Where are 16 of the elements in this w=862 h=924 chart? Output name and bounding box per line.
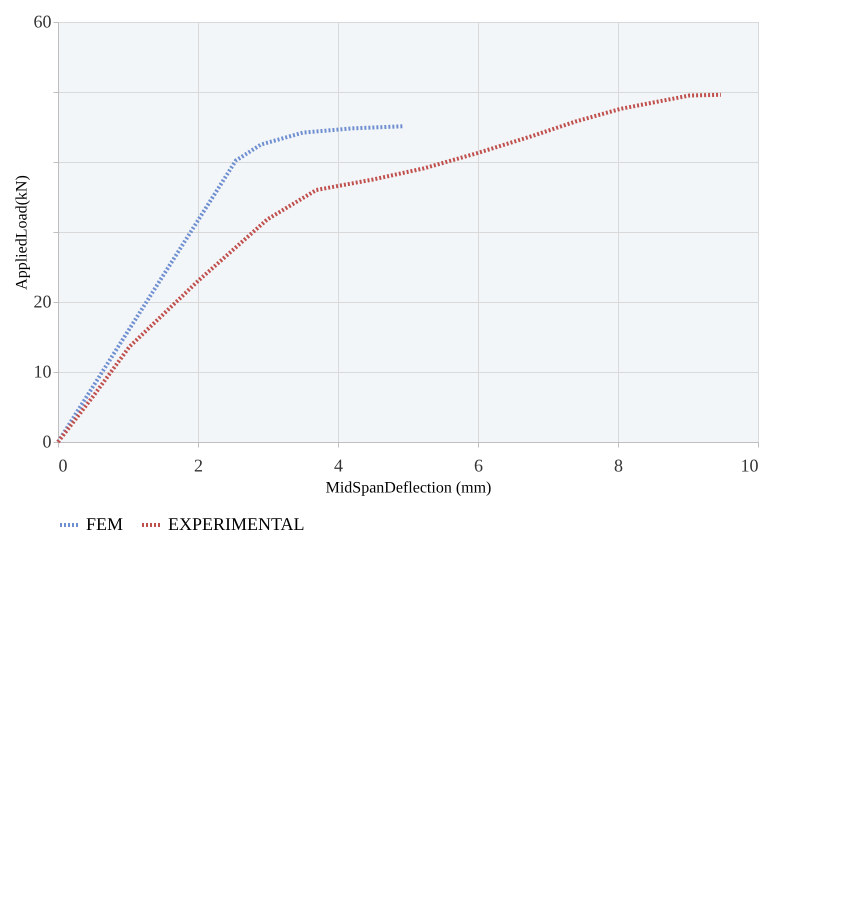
y-tick-label: 60 <box>34 12 52 32</box>
x-tick-label: 6 <box>474 456 483 476</box>
legend-label: FEM <box>86 514 124 534</box>
legend-label: EXPERIMENTAL <box>168 514 305 534</box>
x-tick-label: 2 <box>194 456 203 476</box>
x-axis-title: MidSpanDeflection (mm) <box>326 480 492 496</box>
y-axis-title: AppliedLoad(kN) <box>14 175 30 290</box>
x-tick-label: 8 <box>614 456 623 476</box>
y-tick-label: 20 <box>34 292 52 312</box>
y-tick-label: 0 <box>42 432 52 452</box>
line-series <box>56 92 723 444</box>
x-tick-label: 4 <box>334 456 343 476</box>
x-tick-label: 10 <box>740 456 758 476</box>
y-tick-label: 10 <box>34 362 52 382</box>
line-series <box>56 124 404 444</box>
x-tick-label: 0 <box>58 456 68 476</box>
